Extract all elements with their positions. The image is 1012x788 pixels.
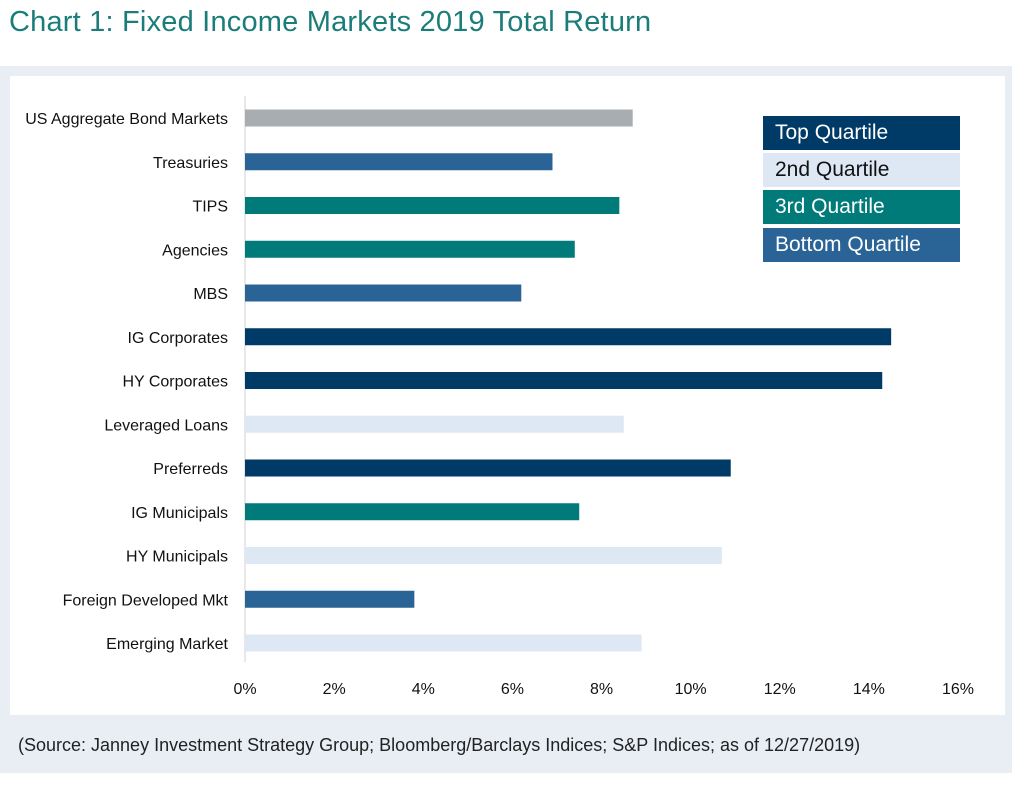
x-tick-label: 2% [323, 681, 346, 698]
category-label: Leveraged Loans [104, 417, 228, 434]
legend-item: Top Quartile [763, 116, 960, 150]
x-tick-label: 12% [764, 681, 796, 698]
bar [245, 415, 624, 433]
x-tick-label: 14% [853, 681, 885, 698]
category-label: Preferreds [153, 461, 228, 478]
category-label: IG Municipals [131, 505, 228, 522]
category-label: HY Municipals [126, 549, 228, 566]
bar [245, 590, 415, 608]
bar [245, 547, 722, 564]
category-label: Foreign Developed Mkt [63, 592, 229, 609]
bar [245, 372, 883, 389]
bar [245, 240, 575, 258]
source-note: (Source: Janney Investment Strategy Grou… [18, 735, 861, 755]
legend-item: 2nd Quartile [763, 153, 960, 187]
category-label: TIPS [192, 199, 228, 216]
bar [245, 153, 553, 171]
bar [245, 328, 892, 346]
x-tick-label: 16% [942, 681, 974, 698]
category-label: HY Corporates [122, 374, 228, 391]
legend-item: Bottom Quartile [763, 228, 960, 262]
bar [245, 634, 642, 652]
bar [245, 284, 522, 302]
category-label: MBS [193, 286, 228, 303]
bar [245, 503, 580, 521]
chart-title: Chart 1: Fixed Income Markets 2019 Total… [9, 6, 652, 38]
bar [245, 459, 731, 477]
x-tick-label: 6% [501, 681, 524, 698]
category-label: Emerging Market [106, 636, 228, 653]
x-tick-label: 0% [233, 681, 256, 698]
category-label: IG Corporates [128, 330, 228, 347]
category-label: Treasuries [153, 155, 228, 172]
bar [245, 197, 620, 214]
legend-item: 3rd Quartile [763, 190, 960, 224]
x-tick-label: 8% [590, 681, 613, 698]
x-tick-label: 4% [412, 681, 435, 698]
category-label: Agencies [162, 242, 228, 259]
x-tick-label: 10% [675, 681, 707, 698]
bar [245, 109, 633, 127]
category-label: US Aggregate Bond Markets [25, 111, 228, 128]
